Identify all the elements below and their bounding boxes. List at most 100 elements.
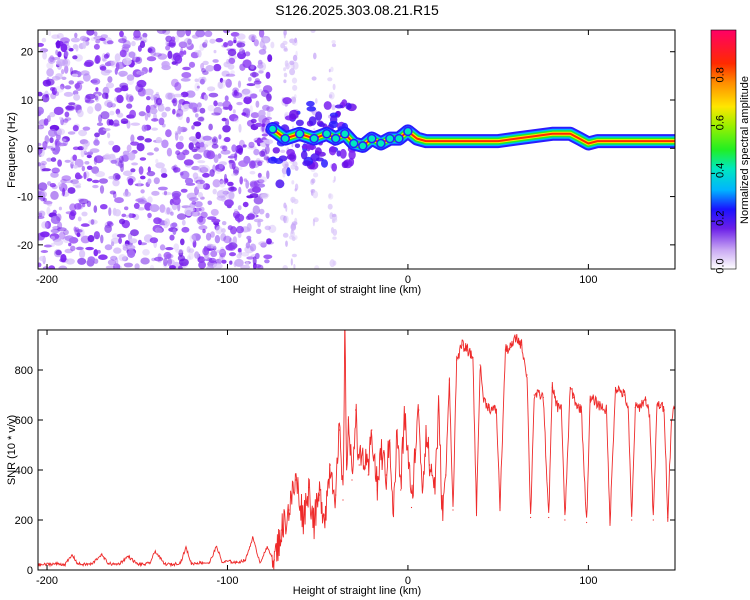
noise-blob xyxy=(186,246,191,253)
transition-blob xyxy=(278,155,288,162)
noise-blob xyxy=(333,175,336,182)
noise-blob xyxy=(250,72,259,78)
snr-point xyxy=(472,356,474,359)
noise-blob xyxy=(293,264,296,269)
noise-blob xyxy=(114,53,121,62)
snr-point xyxy=(429,464,431,466)
noise-blob xyxy=(257,64,264,69)
noise-blob xyxy=(95,39,101,44)
noise-blob xyxy=(179,135,184,141)
noise-blob xyxy=(45,78,55,86)
snr-point xyxy=(504,349,506,351)
noise-blob xyxy=(161,173,168,178)
noise-blob xyxy=(332,217,338,223)
snr-y-tick-label: 0 xyxy=(27,565,33,577)
noise-blob xyxy=(169,265,176,269)
noise-blob xyxy=(177,113,183,121)
noise-blob xyxy=(62,138,69,147)
noise-blob xyxy=(265,116,273,120)
snr-point xyxy=(577,406,579,409)
colorbar-tick-label: 0.6 xyxy=(715,115,727,130)
snr-point xyxy=(492,409,494,411)
transition-blob xyxy=(321,159,328,168)
snr-point xyxy=(569,386,571,389)
noise-blob xyxy=(69,203,77,212)
noise-blob xyxy=(239,176,243,185)
noise-blob xyxy=(63,229,69,236)
transition-blob xyxy=(306,144,317,150)
noise-blob xyxy=(249,243,257,252)
transition-blob xyxy=(308,116,317,126)
colorbar-tick-label: 0.2 xyxy=(715,211,727,226)
snr-point xyxy=(627,406,629,409)
noise-blob xyxy=(313,172,319,178)
noise-blob xyxy=(161,64,171,71)
noise-blob xyxy=(100,204,108,210)
noise-blob xyxy=(228,191,235,200)
noise-blob xyxy=(94,132,100,138)
snr-point xyxy=(557,406,559,409)
noise-blob xyxy=(313,217,319,223)
noise-blob xyxy=(209,38,216,44)
noise-blob xyxy=(88,219,98,225)
noise-blob xyxy=(43,244,53,248)
noise-blob xyxy=(216,102,224,107)
noise-blob xyxy=(119,218,126,225)
signal-knot xyxy=(349,138,359,149)
noise-blob xyxy=(174,132,179,141)
snr-point xyxy=(64,563,66,566)
noise-blob xyxy=(164,207,173,215)
noise-blob xyxy=(184,177,194,185)
noise-blob xyxy=(258,176,267,183)
noise-blob xyxy=(258,70,264,74)
snr-point xyxy=(652,519,654,521)
snr-point xyxy=(631,519,633,521)
noise-blob xyxy=(137,180,142,187)
noise-blob xyxy=(229,260,233,265)
noise-blob xyxy=(151,127,159,131)
noise-blob xyxy=(186,116,190,124)
transition-blob xyxy=(294,143,301,149)
noise-blob xyxy=(166,147,172,157)
noise-blob xyxy=(222,106,230,110)
noise-blob xyxy=(255,100,260,108)
noise-blob xyxy=(97,249,101,254)
noise-blob xyxy=(246,222,252,232)
noise-blob xyxy=(172,228,177,235)
transition-blob xyxy=(282,97,292,105)
noise-blob xyxy=(108,140,115,146)
transition-blob xyxy=(272,147,280,154)
noise-blob xyxy=(75,229,83,233)
noise-blob xyxy=(94,93,100,102)
noise-blob xyxy=(58,206,63,211)
noise-blob xyxy=(236,42,246,48)
noise-blob xyxy=(59,116,63,120)
noise-blob xyxy=(56,213,62,222)
noise-blob xyxy=(70,37,80,43)
noise-blob xyxy=(83,143,88,151)
noise-blob xyxy=(130,168,136,173)
noise-blob xyxy=(107,76,113,83)
noise-blob xyxy=(210,244,217,249)
noise-blob xyxy=(68,47,74,52)
noise-blob xyxy=(199,167,209,173)
spectrogram-frame xyxy=(37,29,676,270)
noise-blob xyxy=(110,255,118,261)
noise-blob xyxy=(237,248,242,253)
noise-blob xyxy=(110,159,118,164)
noise-blob xyxy=(167,257,173,267)
snr-point xyxy=(91,563,93,565)
noise-blob xyxy=(53,106,64,116)
noise-blob xyxy=(64,235,75,242)
noise-blob xyxy=(120,118,129,124)
noise-blob xyxy=(73,93,81,101)
noise-blob xyxy=(183,159,194,166)
noise-blob xyxy=(176,108,184,117)
noise-blob xyxy=(129,238,138,244)
noise-blob xyxy=(202,60,209,66)
noise-blob xyxy=(160,167,167,175)
noise-blob xyxy=(223,42,228,48)
noise-blob xyxy=(159,244,166,251)
noise-blob xyxy=(328,193,332,199)
noise-blob xyxy=(228,57,236,65)
